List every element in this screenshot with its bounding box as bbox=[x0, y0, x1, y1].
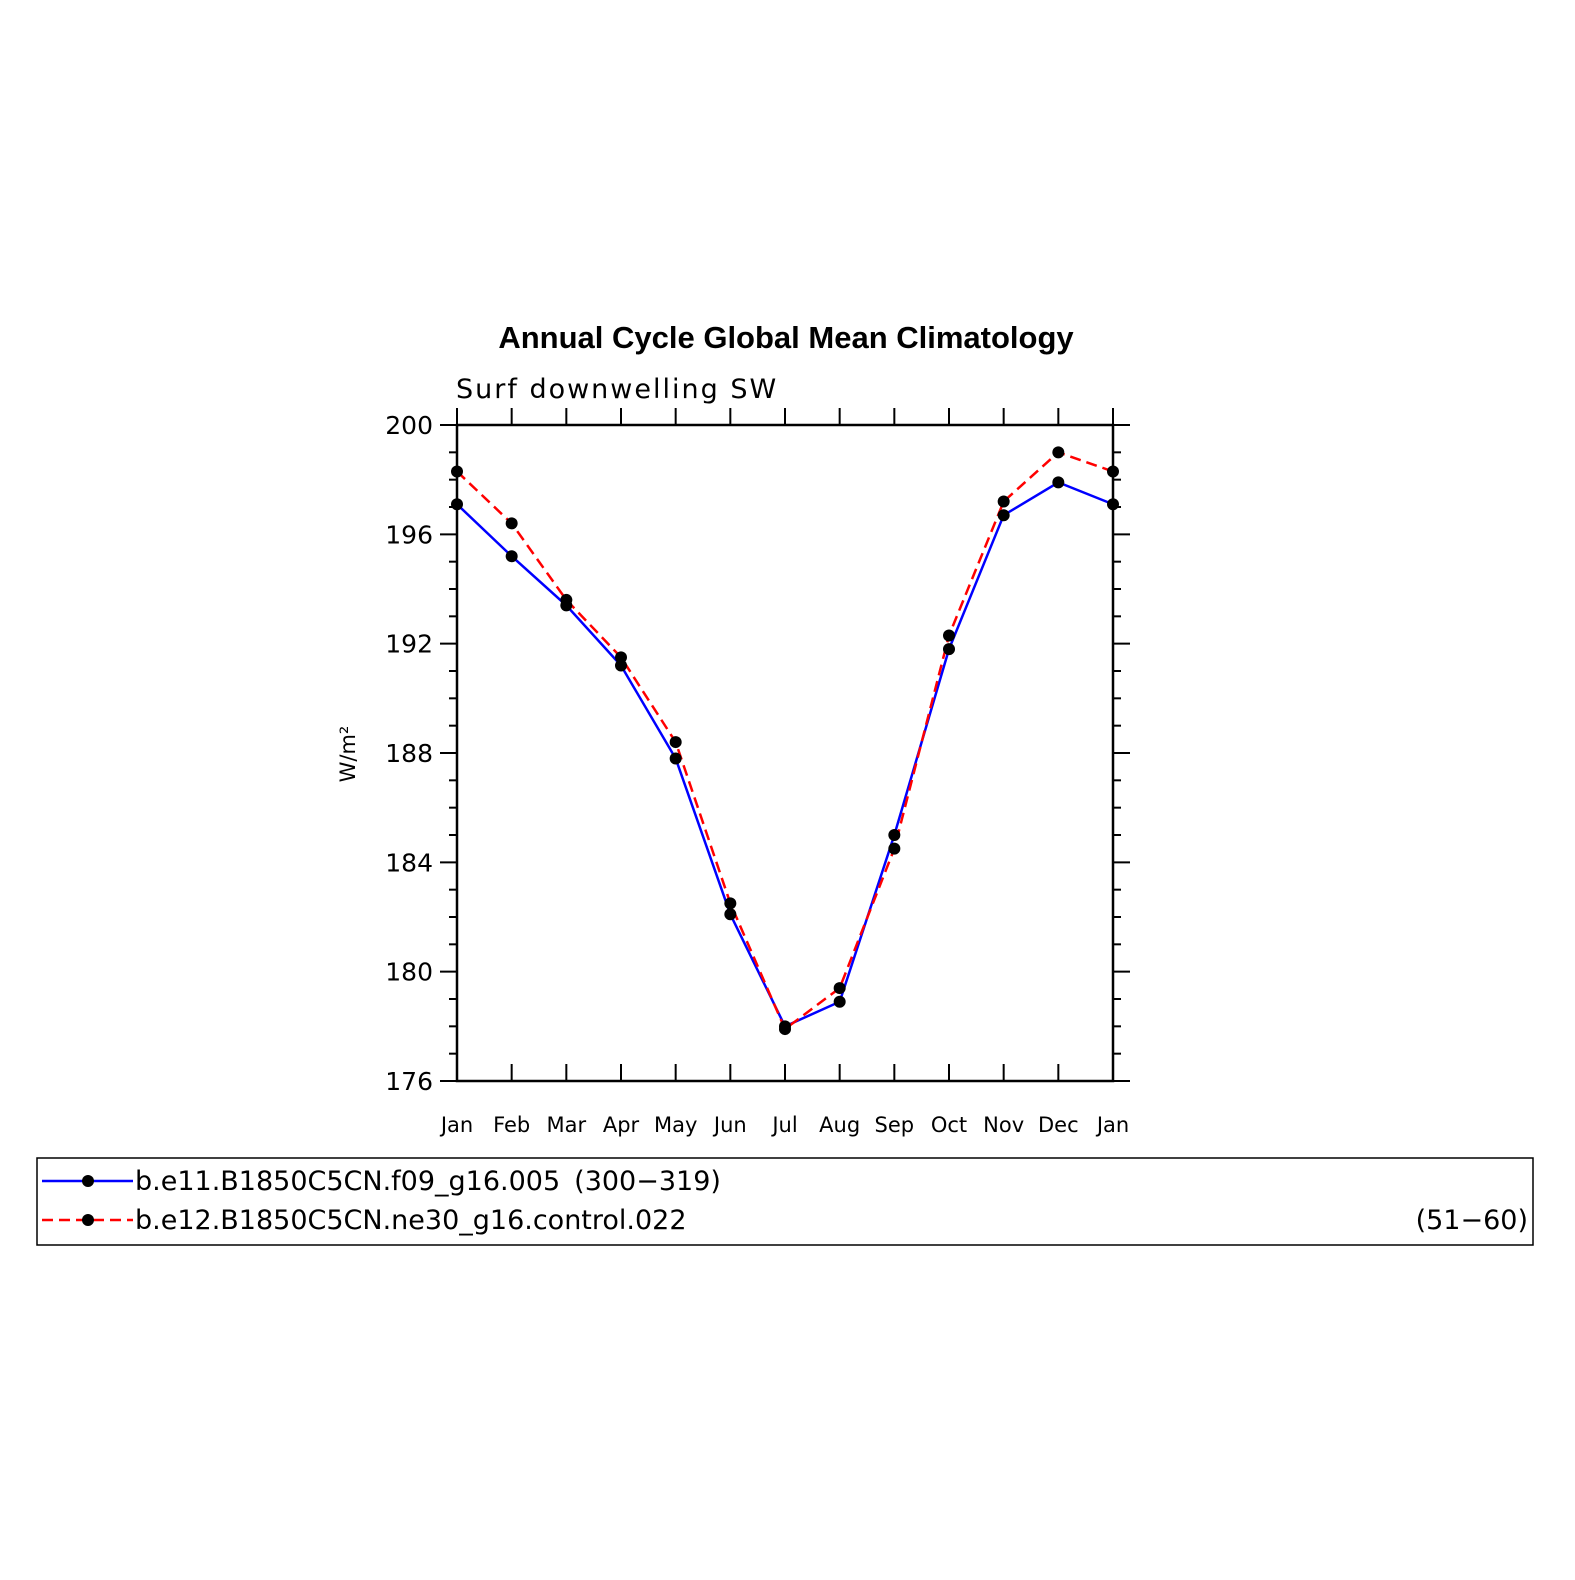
series-1-point bbox=[1107, 465, 1119, 478]
chart-title: Annual Cycle Global Mean Climatology bbox=[498, 320, 1074, 355]
series-0-point bbox=[888, 829, 901, 841]
y-tick-label: 176 bbox=[385, 1067, 433, 1096]
series bbox=[451, 446, 1119, 1036]
series-line-0 bbox=[456, 481, 1114, 1028]
x-tick-label: Nov bbox=[983, 1113, 1024, 1137]
series-0-point bbox=[724, 908, 737, 921]
legend-entry-name: b.e12.B1850C5CN.ne30_g16.control.022 bbox=[135, 1205, 687, 1236]
x-tick-label: Aug bbox=[819, 1113, 860, 1137]
x-tick-label: Oct bbox=[931, 1113, 967, 1137]
series-0-point bbox=[669, 752, 682, 765]
y-tick-label: 180 bbox=[385, 958, 433, 987]
axes bbox=[455, 423, 1115, 1083]
legend: b.e11.B1850C5CN.f09_g16.005 b.e12.B1850C5… bbox=[42, 1166, 1528, 1236]
x-tick-label: Jan bbox=[439, 1113, 473, 1137]
series-1-point bbox=[615, 651, 627, 664]
y-axis-label: W/m² bbox=[336, 726, 360, 783]
legend-entry-years: (51−60) bbox=[1416, 1205, 1528, 1236]
series-1-point bbox=[997, 495, 1010, 508]
x-tick-label: Jul bbox=[770, 1113, 797, 1137]
x-tick-label: Dec bbox=[1038, 1113, 1079, 1137]
y-tick-label: 192 bbox=[385, 630, 433, 659]
legend-box bbox=[36, 1157, 1534, 1246]
series-line-1 bbox=[456, 450, 1114, 1032]
legend-entry-years: (300−319) bbox=[574, 1166, 721, 1197]
series-1-point bbox=[833, 982, 846, 995]
x-tick-label: Sep bbox=[875, 1113, 915, 1137]
series-0-point bbox=[997, 509, 1010, 522]
series-1-point bbox=[669, 736, 682, 749]
series-1-point bbox=[724, 897, 737, 910]
legend-entry-name: b.e11.B1850C5CN.f09_g16.005 bbox=[135, 1166, 560, 1197]
series-0-point bbox=[505, 550, 518, 563]
series-0-point bbox=[451, 498, 463, 511]
y-tick-label: 184 bbox=[385, 848, 433, 877]
legend-marker-1 bbox=[82, 1214, 94, 1226]
series-0-point bbox=[615, 659, 627, 672]
chart-subtitle: Surf downwelling SW bbox=[456, 374, 778, 405]
series-0-point bbox=[943, 643, 955, 656]
x-tick-label: Jun bbox=[712, 1113, 747, 1137]
y-tick-label: 188 bbox=[385, 739, 433, 768]
series-0-point bbox=[1052, 476, 1065, 489]
y-tick-label: 200 bbox=[385, 411, 433, 440]
series-1-point bbox=[451, 465, 463, 478]
y-tick-label: 196 bbox=[385, 520, 433, 549]
series-0-point bbox=[833, 995, 846, 1008]
series-1-point bbox=[560, 593, 573, 606]
series-1-point bbox=[779, 1023, 791, 1036]
series-1-point bbox=[943, 629, 955, 642]
ticks: 176 180 184 188 192 196 200 Jan Feb Mar Apr May Jun J… bbox=[385, 408, 1130, 1137]
x-tick-label: Feb bbox=[493, 1113, 530, 1137]
x-tick-label: Apr bbox=[603, 1113, 640, 1137]
series-1-point bbox=[1052, 446, 1065, 459]
series-0-point bbox=[1107, 498, 1119, 511]
plot-frame bbox=[455, 423, 1115, 1083]
x-tick-label: May bbox=[654, 1113, 697, 1137]
series-1-point bbox=[505, 517, 518, 530]
legend-marker-0 bbox=[82, 1175, 94, 1187]
series-1-point bbox=[888, 842, 901, 855]
x-tick-label: Jan bbox=[1095, 1113, 1129, 1137]
x-tick-label: Mar bbox=[547, 1113, 587, 1137]
